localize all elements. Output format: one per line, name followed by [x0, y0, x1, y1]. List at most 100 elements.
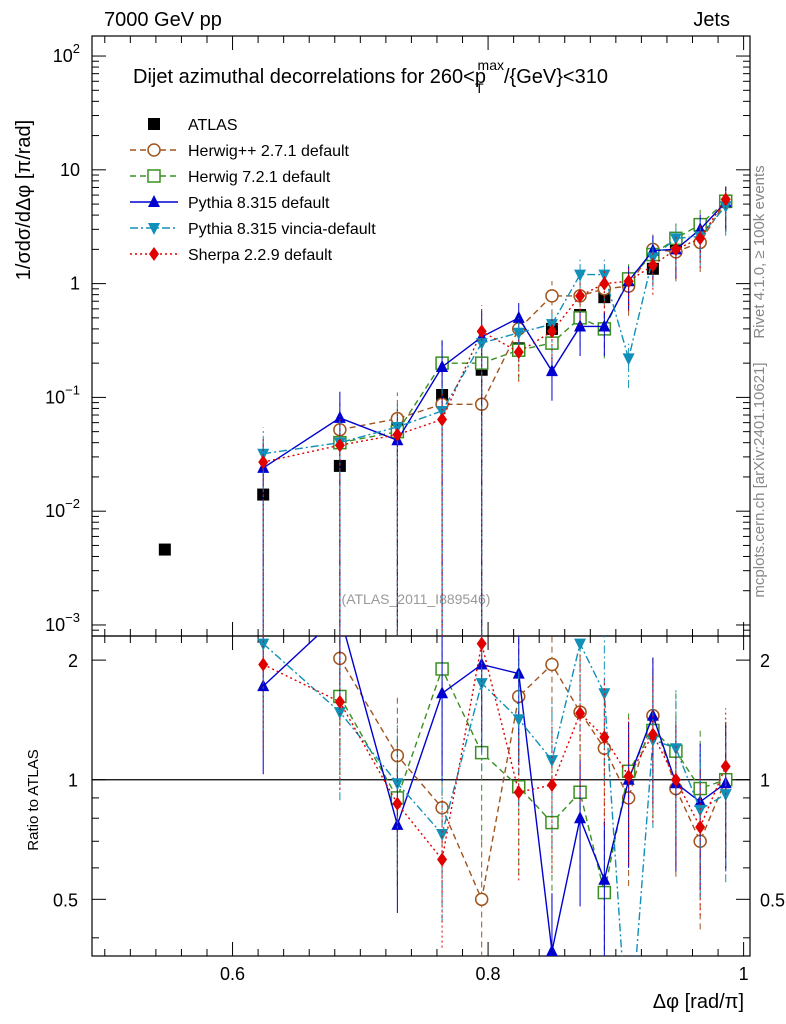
ratio-point-sherpa-2-2-9-default: [695, 820, 706, 835]
x-tick-label: 0.8: [476, 964, 501, 984]
y-tick-label: 1: [70, 274, 80, 294]
y-tick-label: 10−2: [45, 496, 80, 521]
ratio-point-pythia-8-315-vincia-default: [475, 678, 488, 691]
ratio-tick-label: 0.5: [53, 890, 78, 910]
y-tick-exponent: −3: [65, 610, 80, 625]
side-label-rivet: Rivet 4.1.0, ≥ 100k events: [751, 165, 768, 338]
y-tick-base: 10: [53, 46, 73, 66]
x-axis-label: Δφ [rad/π]: [653, 991, 744, 1013]
y-tick-exponent: −1: [65, 382, 80, 397]
point-pythia-8-315-default: [545, 364, 558, 377]
point-pythia-8-315-vincia-default: [574, 269, 587, 282]
ratio-tick-label: 1: [68, 771, 78, 791]
y-tick-exponent: −2: [65, 496, 80, 511]
ratio-line-pythia-8-315-vincia-default: [262, 641, 727, 956]
point-sherpa-2-2-9-default: [258, 455, 269, 470]
point-sherpa-2-2-9-default: [647, 258, 658, 273]
ratio-point-sherpa-2-2-9-default: [599, 730, 610, 745]
legend-label-atlas: ATLAS: [188, 117, 238, 134]
title-sub: T: [475, 80, 484, 96]
point-sherpa-2-2-9-default: [476, 324, 487, 339]
legend-marker-herwig-2-7-1-default: [147, 143, 161, 157]
ratio-tick-label-right: 0.5: [760, 890, 785, 910]
legend-label-sherpa-2-2-9-default: Sherpa 2.2.9 default: [188, 247, 333, 264]
y-tick-label: 102: [53, 41, 80, 66]
legend: ATLAS Herwig++ 2.7.1 default Herwig 7.2.1 …: [130, 117, 376, 264]
ratio-point-pythia-8-315-vincia-default: [694, 804, 707, 817]
y-tick-exponent: 2: [73, 41, 80, 56]
title-main: Dijet azimuthal decorrelations for 260<p: [133, 66, 486, 88]
ratio-point-pythia-8-315-default: [436, 686, 449, 699]
ratio-point-sherpa-2-2-9-default: [575, 706, 586, 721]
ratio-point-pythia-8-315-vincia-default: [719, 789, 732, 802]
ratio-point-herwig-2-7-1-default: [474, 892, 489, 907]
legend-marker-pythia-8-315-vincia-default: [148, 223, 160, 235]
point-sherpa-2-2-9-default: [599, 276, 610, 291]
ratio-point-sherpa-2-2-9-default: [258, 657, 269, 672]
ratio-point-pythia-8-315-default: [574, 811, 587, 824]
ratio-point-pythia-8-315-default: [546, 944, 558, 956]
y-axis-label: 1/σdσ/dΔφ [π/rad]: [13, 120, 35, 280]
point-sherpa-2-2-9-default: [670, 242, 681, 257]
ratio-plot-frame: [91, 635, 751, 957]
y-tick-label: 10−3: [45, 610, 80, 635]
point-sherpa-2-2-9-default: [623, 274, 634, 289]
point-herwig-2-7-1-default: [545, 289, 559, 303]
ratio-point-pythia-8-315-vincia-default: [257, 638, 270, 651]
chart-title: Dijet azimuthal decorrelations for 260<p…: [133, 57, 608, 96]
ratio-point-sherpa-2-2-9-default: [670, 772, 681, 787]
point-sherpa-2-2-9-default: [695, 231, 706, 246]
point-pythia-8-315-vincia-default: [436, 405, 449, 418]
point-pythia-8-315-vincia-default: [598, 269, 611, 282]
legend-label-herwig-2-7-1-default: Herwig++ 2.7.1 default: [188, 143, 350, 160]
ratio-point-sherpa-2-2-9-default: [546, 777, 557, 792]
ratio-point-pythia-8-315-default: [257, 679, 270, 692]
side-label-mcplots: mcplots.cern.ch [arXiv:2401.10621]: [751, 362, 768, 597]
point-pythia-8-315-vincia-default: [512, 327, 525, 340]
header-left: 7000 GeV pp: [104, 9, 222, 31]
ratio-point-sherpa-2-2-9-default: [437, 852, 448, 867]
ratio-point-pythia-8-315-default: [391, 817, 404, 830]
point-sherpa-2-2-9-default: [334, 438, 345, 453]
series-line-pythia-8-315-vincia-default: [263, 205, 727, 455]
series-line-pythia-8-315-default: [262, 201, 727, 469]
title-post: /{GeV}<310: [504, 66, 608, 88]
x-tick-label: 1: [739, 964, 749, 984]
y-tick-base: 10: [45, 387, 65, 407]
ratio-series-group: [257, 636, 733, 956]
main-series-group: [158, 184, 733, 636]
y-tick-base: 10: [60, 160, 80, 180]
ratio-point-pythia-8-315-default: [598, 872, 611, 885]
ratio-axis-label: Ratio to ATLAS: [25, 749, 42, 850]
ratio-point-pythia-8-315-vincia-default: [512, 714, 525, 727]
analysis-watermark: (ATLAS_2011_I889546): [342, 591, 491, 607]
ratio-tick-label-right: 1: [760, 771, 770, 791]
legend-marker-sherpa-2-2-9-default: [149, 247, 159, 261]
ratio-point-pythia-8-315-vincia-default: [669, 743, 682, 756]
point-atlas: [158, 543, 171, 556]
header-right: Jets: [693, 9, 730, 31]
legend-marker-pythia-8-315-default: [148, 195, 160, 207]
ratio-point-sherpa-2-2-9-default: [334, 694, 345, 709]
ratio-point-sherpa-2-2-9-default: [392, 796, 403, 811]
point-sherpa-2-2-9-default: [546, 324, 557, 339]
ratio-point-pythia-8-315-vincia-default: [574, 638, 587, 651]
legend-label-pythia-8-315-vincia-default: Pythia 8.315 vincia-default: [188, 221, 376, 238]
legend-marker-atlas: [148, 118, 160, 130]
legend-label-herwig-7-2-1-default: Herwig 7.2.1 default: [188, 169, 331, 186]
chart-marks: [158, 184, 733, 956]
ratio-point-pythia-8-315-vincia-default: [391, 778, 404, 791]
point-pythia-8-315-vincia-default: [622, 353, 635, 366]
ratio-point-sherpa-2-2-9-default: [623, 769, 634, 784]
point-pythia-8-315-default: [574, 319, 587, 332]
point-sherpa-2-2-9-default: [513, 345, 524, 360]
y-tick-label: 10−1: [45, 382, 80, 407]
ratio-tick-label: 2: [68, 651, 78, 671]
ratio-tick-label-right: 2: [760, 651, 770, 671]
legend-marker-herwig-7-2-1-default: [147, 169, 161, 183]
y-tick-base: 1: [70, 274, 80, 294]
title-sup: max: [478, 57, 504, 73]
point-sherpa-2-2-9-default: [437, 412, 448, 427]
